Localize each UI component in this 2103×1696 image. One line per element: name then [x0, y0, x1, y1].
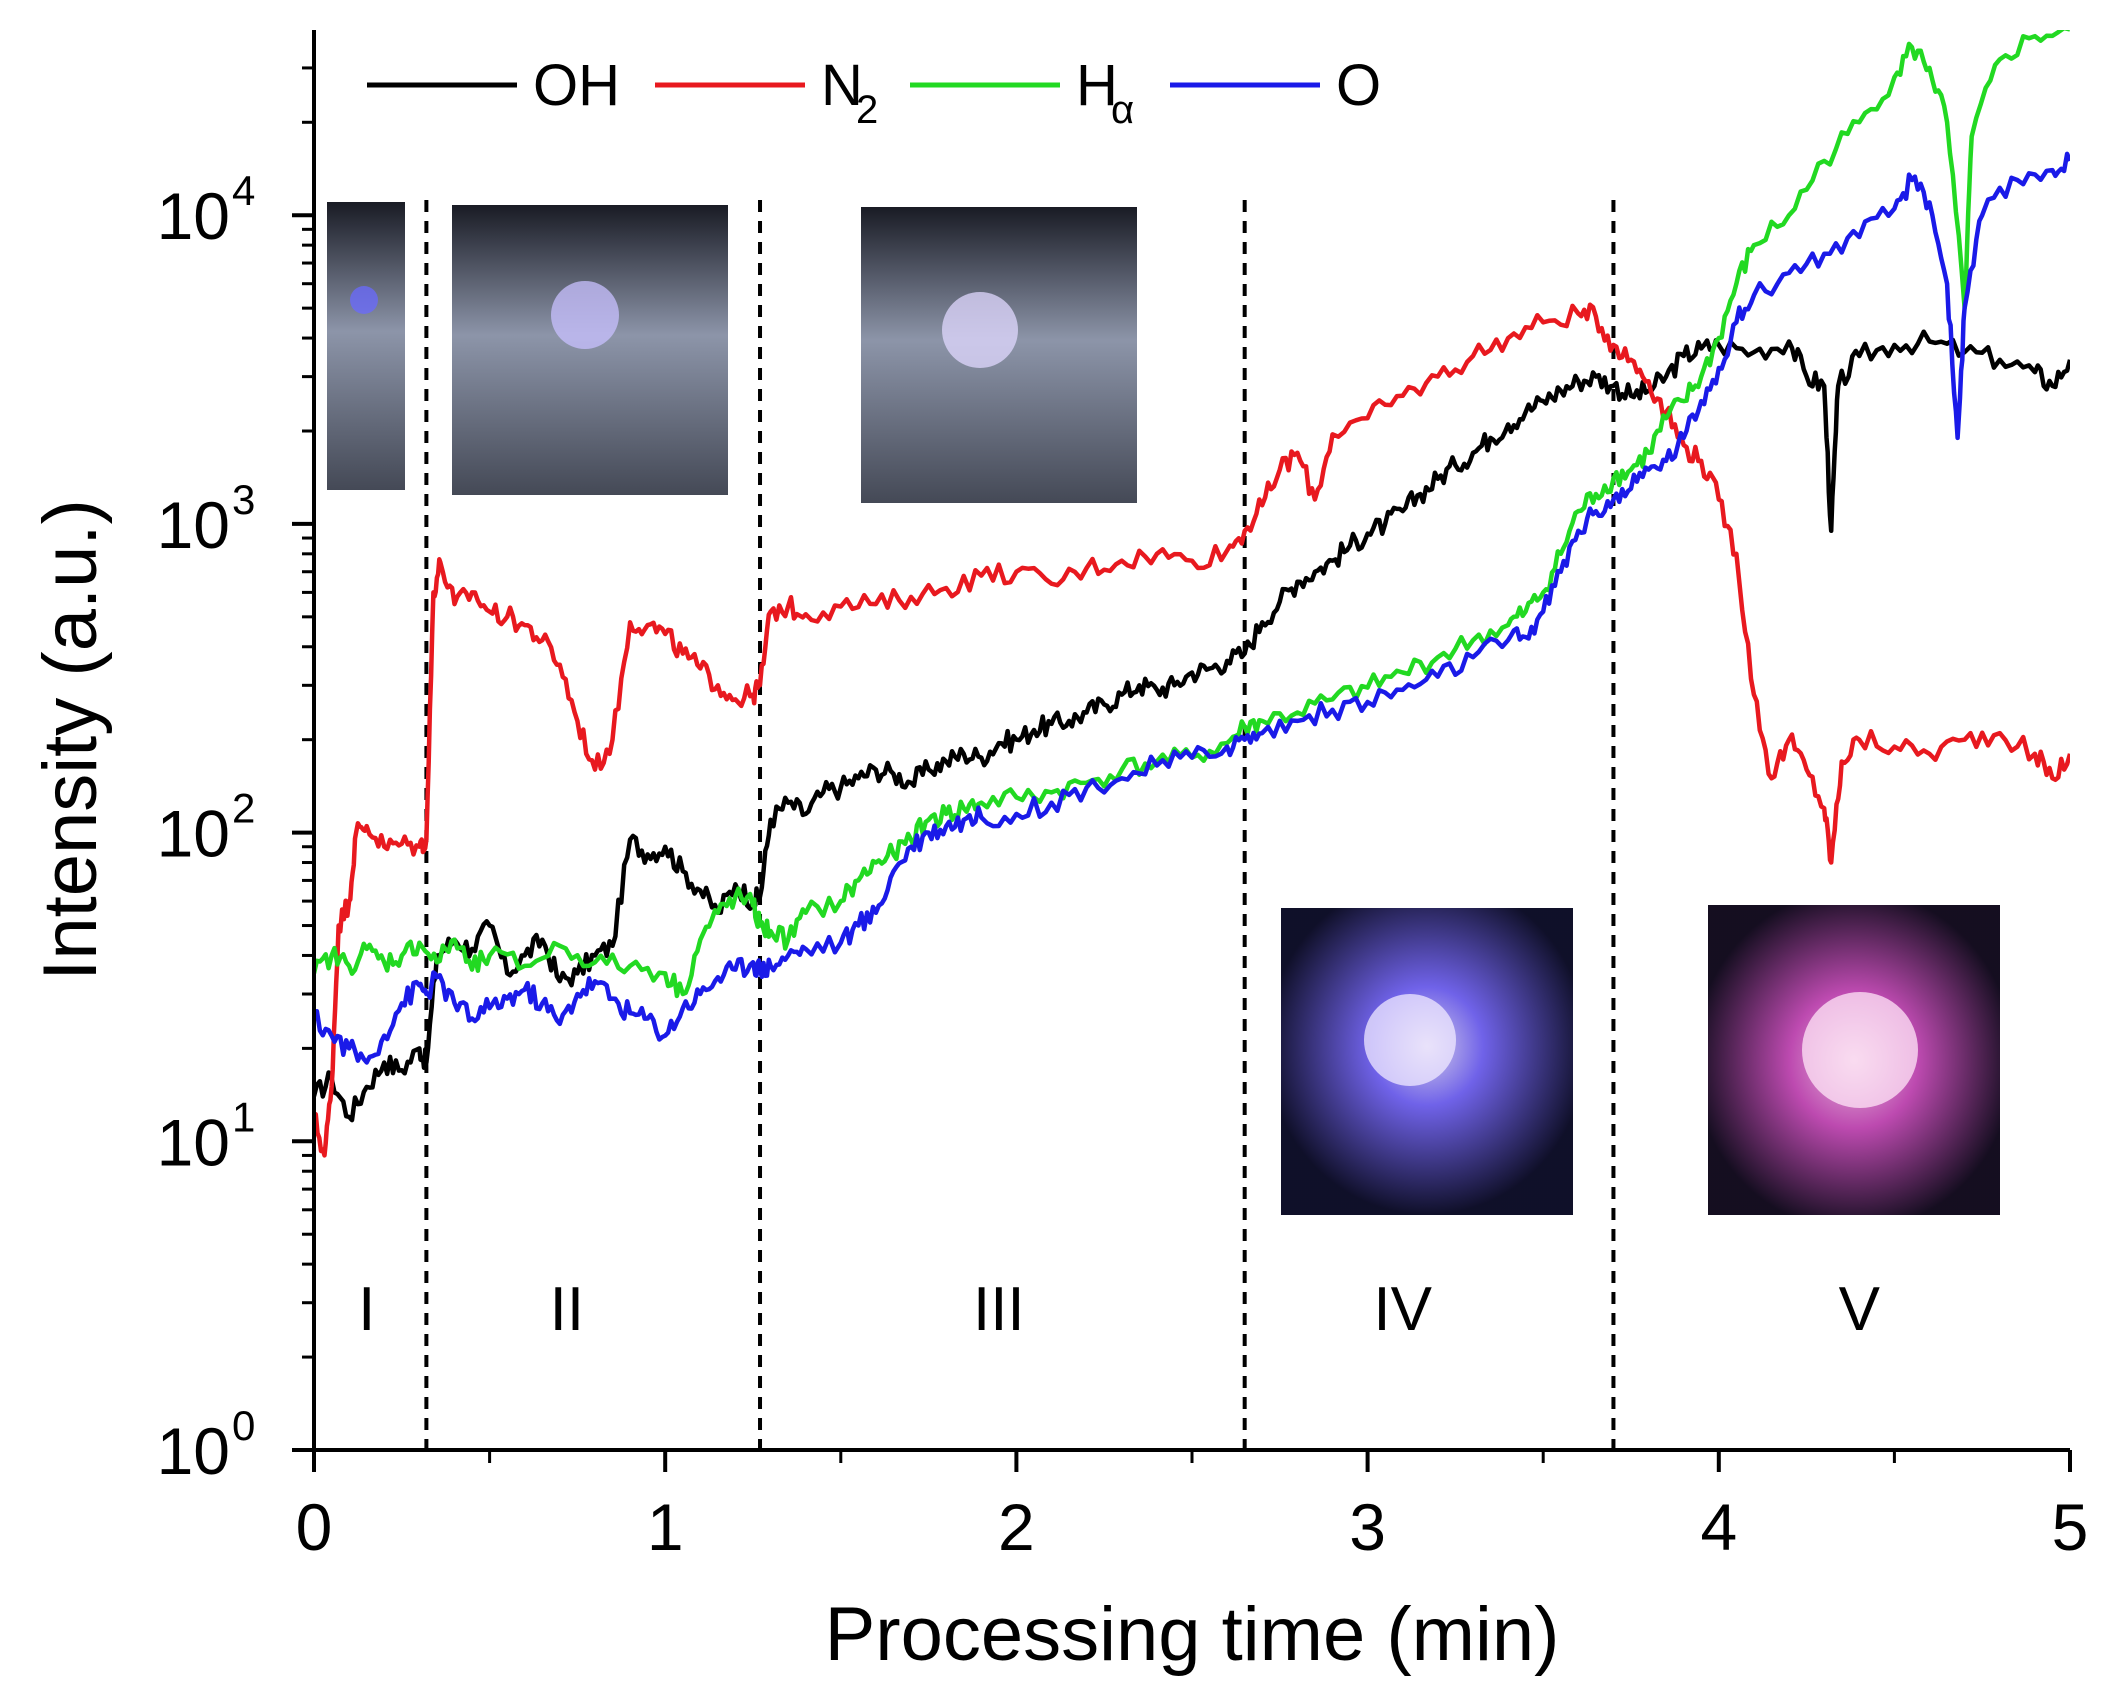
inset-photos — [327, 202, 2000, 1215]
y-tick-label: 10 — [157, 179, 230, 253]
region-label: V — [1839, 1275, 1881, 1344]
legend: OH N2 Hα O — [367, 53, 1381, 132]
x-tick-label: 4 — [1700, 1490, 1737, 1564]
plasma-glow — [1802, 992, 1918, 1108]
y-tick-exponent: 3 — [232, 476, 255, 523]
y-tick-label: 10 — [157, 797, 230, 871]
inset-photo-3 — [861, 207, 1137, 503]
photo-scene — [327, 202, 405, 490]
region-label: II — [550, 1275, 584, 1344]
y-tick-exponent: 4 — [232, 167, 255, 214]
x-tick-label: 0 — [296, 1490, 333, 1564]
y-tick-label: 10 — [157, 488, 230, 562]
y-tick-label: 10 — [157, 1105, 230, 1179]
inset-photo-1 — [327, 202, 405, 490]
legend-label: N — [821, 53, 863, 118]
inset-photo-4 — [1281, 908, 1573, 1215]
legend-subscript: 2 — [856, 88, 878, 132]
series-line-oh — [314, 329, 2070, 1123]
legend-label: H — [1076, 53, 1118, 118]
legend-label: O — [1336, 53, 1381, 118]
x-ticks: 0 1 2 3 4 5 — [296, 1450, 2089, 1564]
series-lines — [314, 30, 2070, 1158]
region-label: I — [358, 1275, 375, 1344]
inset-photo-2 — [452, 205, 728, 495]
x-tick-label: 1 — [647, 1490, 684, 1564]
legend-label: OH — [533, 53, 620, 118]
series-line-h — [314, 30, 2070, 999]
plasma-glow — [942, 292, 1018, 368]
y-tick-exponent: 2 — [232, 785, 255, 832]
series-line-o — [314, 151, 2070, 1065]
y-axis-title: Intensity (a.u.) — [28, 499, 113, 981]
region-labels: I II III IV V — [358, 1275, 1881, 1344]
region-label: III — [973, 1275, 1025, 1344]
x-tick-label: 3 — [1349, 1490, 1386, 1564]
photo-scene — [452, 205, 728, 495]
series-line-n2 — [314, 302, 2070, 1158]
y-tick-exponent: 1 — [232, 1093, 255, 1140]
region-label: IV — [1373, 1275, 1432, 1344]
y-tick-label: 10 — [157, 1414, 230, 1488]
inset-photo-5 — [1708, 905, 2000, 1215]
x-tick-label: 2 — [998, 1490, 1035, 1564]
plasma-glow — [551, 281, 619, 349]
plasma-glow — [350, 286, 378, 314]
x-tick-label: 5 — [2052, 1490, 2089, 1564]
y-tick-exponent: 0 — [232, 1402, 255, 1449]
plasma-glow — [1364, 994, 1456, 1086]
legend-subscript: α — [1111, 88, 1134, 132]
x-axis-title: Processing time (min) — [825, 1592, 1560, 1677]
